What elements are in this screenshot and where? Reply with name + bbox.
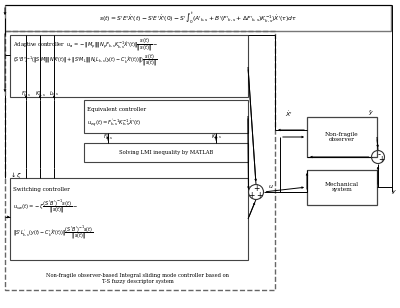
- Text: Adaptive controller  $u_a = -\|M_p\|\|N_pF_{k,s}K_{k,s}^{-1}\dot{X}'(t)\|\dfrac{: Adaptive controller $u_a = -\|M_p\|\|N_p…: [13, 37, 158, 53]
- Text: $\|S'L_{k,s}^{'}(y(t)-C_k'\dot{X}'(t))\|\dfrac{(S'B')^{-1}s(t)}{\|s(t)\|}$: $\|S'L_{k,s}^{'}(y(t)-C_k'\dot{X}'(t))\|…: [13, 225, 94, 241]
- Text: $L_{k,s}$: $L_{k,s}$: [49, 90, 59, 98]
- Text: Solving LMI inequality by MATLAB: Solving LMI inequality by MATLAB: [119, 150, 213, 155]
- Text: $F_{k,s}'$: $F_{k,s}'$: [103, 132, 113, 141]
- Text: $\hat{y}$: $\hat{y}$: [368, 108, 374, 118]
- Bar: [10, 178, 248, 260]
- Bar: [84, 100, 248, 133]
- Text: -: -: [378, 150, 380, 159]
- Text: $u_{eq}(t)=F_{k,s}^{'-1}K_{k,s}^{-1}\dot{X}'(t)$: $u_{eq}(t)=F_{k,s}^{'-1}K_{k,s}^{-1}\dot…: [87, 117, 141, 128]
- Text: +: +: [256, 191, 263, 200]
- Text: Mechanical
system: Mechanical system: [325, 182, 359, 192]
- Text: $s(t)=S'E'\dot{X}'(t)-S'E'\dot{X}'(0)-S'\int_0^t(A'_{k,s}+B'(F'_{k,s}+\Delta F'_: $s(t)=S'E'\dot{X}'(t)-S'E'\dot{X}'(0)-S'…: [99, 10, 297, 26]
- Bar: [5, 5, 391, 31]
- Text: Non-fragile
observer: Non-fragile observer: [325, 132, 359, 142]
- Text: Non-fragile observer-based Integral sliding mode controller based on: Non-fragile observer-based Integral slid…: [46, 273, 230, 278]
- Text: $(S'B')^{-1}(\|S'M\|\|NX'(t)\|+\|S'M_L\|\|N_LL_{k,s}(y(t)-C_k'\dot{X}'(t))\|)\df: $(S'B')^{-1}(\|S'M\|\|NX'(t)\|+\|S'M_L\|…: [13, 52, 158, 68]
- Text: Switching controller: Switching controller: [13, 188, 70, 192]
- Bar: [307, 117, 377, 157]
- Text: $F_{k,s}'$: $F_{k,s}'$: [21, 89, 31, 98]
- Text: $\dot{X}'$: $\dot{X}'$: [285, 109, 293, 119]
- Text: +: +: [378, 156, 385, 164]
- Text: $K_{k,s}$: $K_{k,s}$: [210, 133, 222, 141]
- Text: $y$: $y$: [391, 188, 397, 196]
- Text: Equivalent controller: Equivalent controller: [87, 107, 146, 112]
- Bar: [84, 143, 248, 162]
- Text: +: +: [248, 191, 255, 200]
- Text: $K_{k,s}'$: $K_{k,s}'$: [34, 89, 46, 98]
- Text: T-S fuzzy descriptor system: T-S fuzzy descriptor system: [102, 279, 174, 285]
- Text: $u_{sw}(t)=-\zeta\dfrac{(S'B')^{-1}s(t)}{\|s(t)\|}-$: $u_{sw}(t)=-\zeta\dfrac{(S'B')^{-1}s(t)}…: [13, 199, 78, 216]
- Bar: [10, 35, 248, 97]
- Text: +: +: [253, 184, 259, 193]
- Bar: [307, 170, 377, 205]
- Bar: [5, 31, 275, 290]
- Text: $u$: $u$: [268, 184, 274, 191]
- Text: $\downarrow\zeta$: $\downarrow\zeta$: [9, 170, 22, 180]
